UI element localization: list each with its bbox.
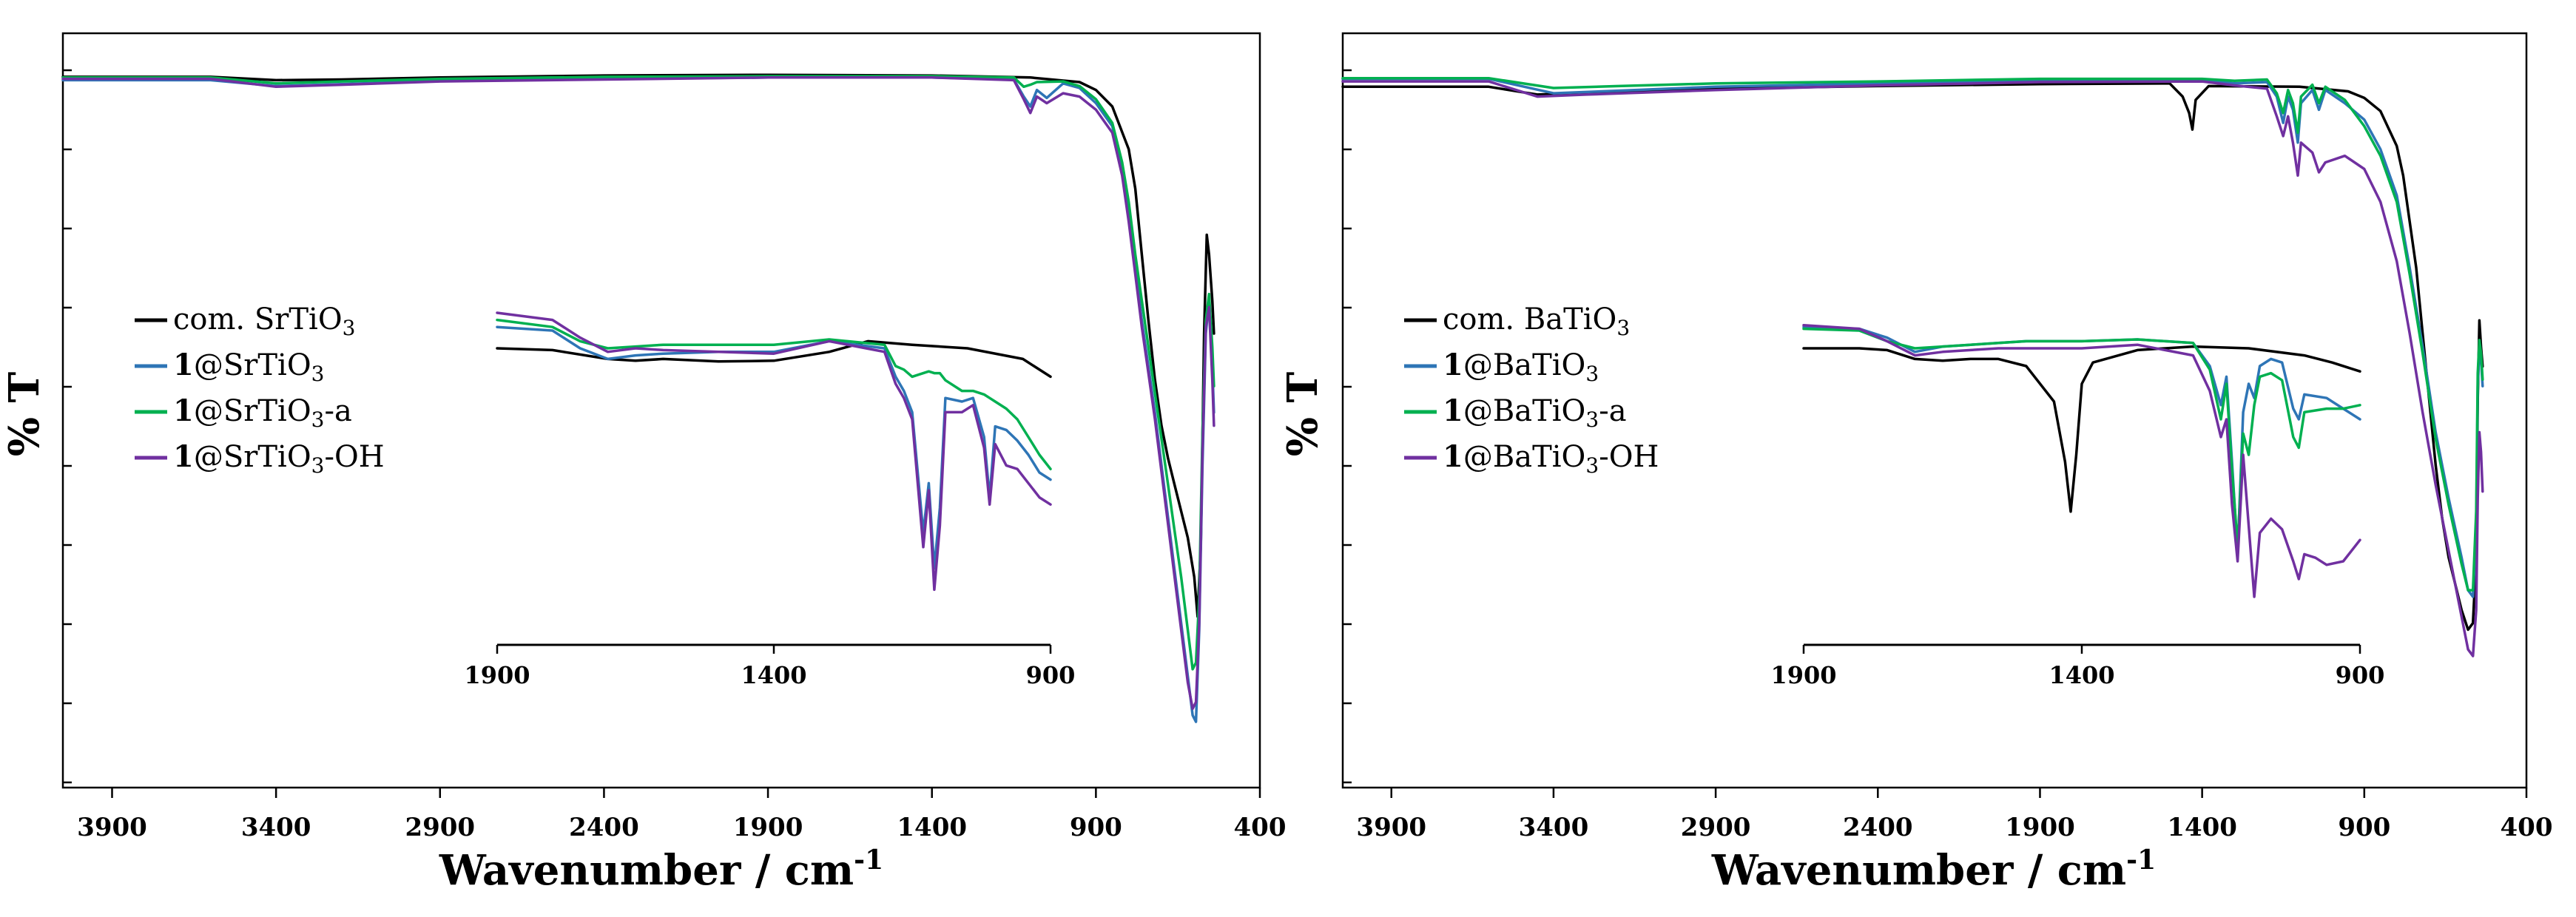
- x-tick-label: 3400: [241, 813, 311, 842]
- inset-series-line-a: [1802, 327, 2361, 549]
- legend-item-s1: 1@BaTiO3: [1404, 348, 1599, 386]
- legend-label: com. SrTiO3: [173, 302, 355, 340]
- series-line-com: [1341, 82, 2484, 632]
- inset-series-line-com: [1802, 345, 2361, 513]
- legend-label: 1@BaTiO3: [1443, 348, 1599, 386]
- chart-panel-batio3: 3900 3400 2900 2400 1900 1400 900 400 1900 1400 9…: [1278, 32, 2552, 895]
- x-tick-label: 1900: [733, 813, 803, 842]
- x-tick-label: 3900: [1356, 813, 1426, 842]
- inset-series-line-oh: [1802, 324, 2361, 598]
- inset-x-tick-label: 1400: [2049, 661, 2114, 689]
- series-line-oh: [61, 76, 1215, 711]
- x-tick-label: 1400: [897, 813, 967, 842]
- legend-item-a: 1@SrTiO3-a: [135, 393, 352, 432]
- series-line-a: [61, 75, 1215, 671]
- x-tick-label: 2400: [1843, 813, 1913, 842]
- x-tick-label: 2400: [569, 813, 639, 842]
- series-line-oh: [1341, 80, 2484, 657]
- x-tick-label: 1400: [2167, 813, 2237, 842]
- x-axis-ticks: 3900 3400 2900 2400 1900 1400 900 400: [1356, 788, 2552, 842]
- plot-frame: [1341, 32, 2528, 789]
- y-axis-title: % T: [0, 371, 49, 456]
- y-axis-title: % T: [1278, 371, 1327, 456]
- x-tick-label: 2900: [1681, 813, 1751, 842]
- series-line-s1: [1341, 77, 2484, 598]
- series-line-a: [1341, 76, 2484, 592]
- x-tick-label: 2900: [405, 813, 475, 842]
- inset-series-line-s1: [496, 325, 1052, 570]
- x-tick-label: 400: [1234, 813, 1287, 842]
- inset-series-line-com: [496, 339, 1052, 379]
- inset-x-tick-label: 900: [1026, 661, 1076, 689]
- inset-plot: 1900 1400 900: [1770, 324, 2385, 689]
- legend-item-s1: 1@SrTiO3: [135, 348, 324, 386]
- spectra-traces: [61, 73, 1215, 723]
- chart-panel-srtio3: 3900 3400 2900 2400 1900 1400 900 400 1900 1400 9…: [0, 32, 1286, 895]
- legend-label: 1@SrTiO3-a: [173, 393, 352, 432]
- legend-item-com: com. SrTiO3: [135, 302, 355, 340]
- plot-frame: [61, 32, 1261, 789]
- inset-series-line-s1: [1802, 325, 2361, 556]
- legend-label: com. BaTiO3: [1443, 302, 1630, 340]
- legend-label: 1@BaTiO3-OH: [1443, 439, 1659, 478]
- x-axis-title: Wavenumber / cm-1: [1711, 845, 2156, 895]
- x-tick-label: 900: [1070, 813, 1122, 842]
- x-tick-label: 3400: [1519, 813, 1589, 842]
- x-axis-ticks: 3900 3400 2900 2400 1900 1400 900 400: [77, 788, 1286, 842]
- legend-item-oh: 1@SrTiO3-OH: [135, 439, 385, 478]
- x-tick-label: 900: [2338, 813, 2390, 842]
- inset-x-tick-label: 1900: [1770, 661, 1836, 689]
- y-axis-ticks: [1343, 69, 1352, 784]
- y-axis-ticks: [63, 69, 72, 784]
- inset-series-line-oh: [496, 311, 1052, 592]
- legend-item-com: com. BaTiO3: [1404, 302, 1630, 340]
- x-axis-title: Wavenumber / cm-1: [439, 845, 883, 895]
- spectra-traces: [1341, 76, 2484, 657]
- legend-label: 1@BaTiO3-a: [1443, 393, 1627, 432]
- inset-series-line-a: [496, 318, 1052, 470]
- x-tick-label: 400: [2501, 813, 2553, 842]
- x-tick-label: 3900: [77, 813, 147, 842]
- inset-x-tick-label: 900: [2336, 661, 2385, 689]
- x-tick-label: 1900: [2005, 813, 2075, 842]
- legend-label: 1@SrTiO3: [173, 348, 324, 386]
- inset-x-tick-label: 1400: [741, 661, 806, 689]
- legend-item-oh: 1@BaTiO3-OH: [1404, 439, 1659, 478]
- legend-item-a: 1@BaTiO3-a: [1404, 393, 1627, 432]
- inset-plot: 1900 1400 900: [464, 311, 1076, 689]
- legend: com. BaTiO3 1@BaTiO3 1@BaTiO3-a 1@BaTiO3-OH: [1404, 302, 1659, 478]
- legend: com. SrTiO3 1@SrTiO3 1@SrTiO3-a 1@SrTiO3-OH: [135, 302, 385, 478]
- inset-x-tick-label: 1900: [464, 661, 530, 689]
- legend-label: 1@SrTiO3-OH: [173, 439, 385, 478]
